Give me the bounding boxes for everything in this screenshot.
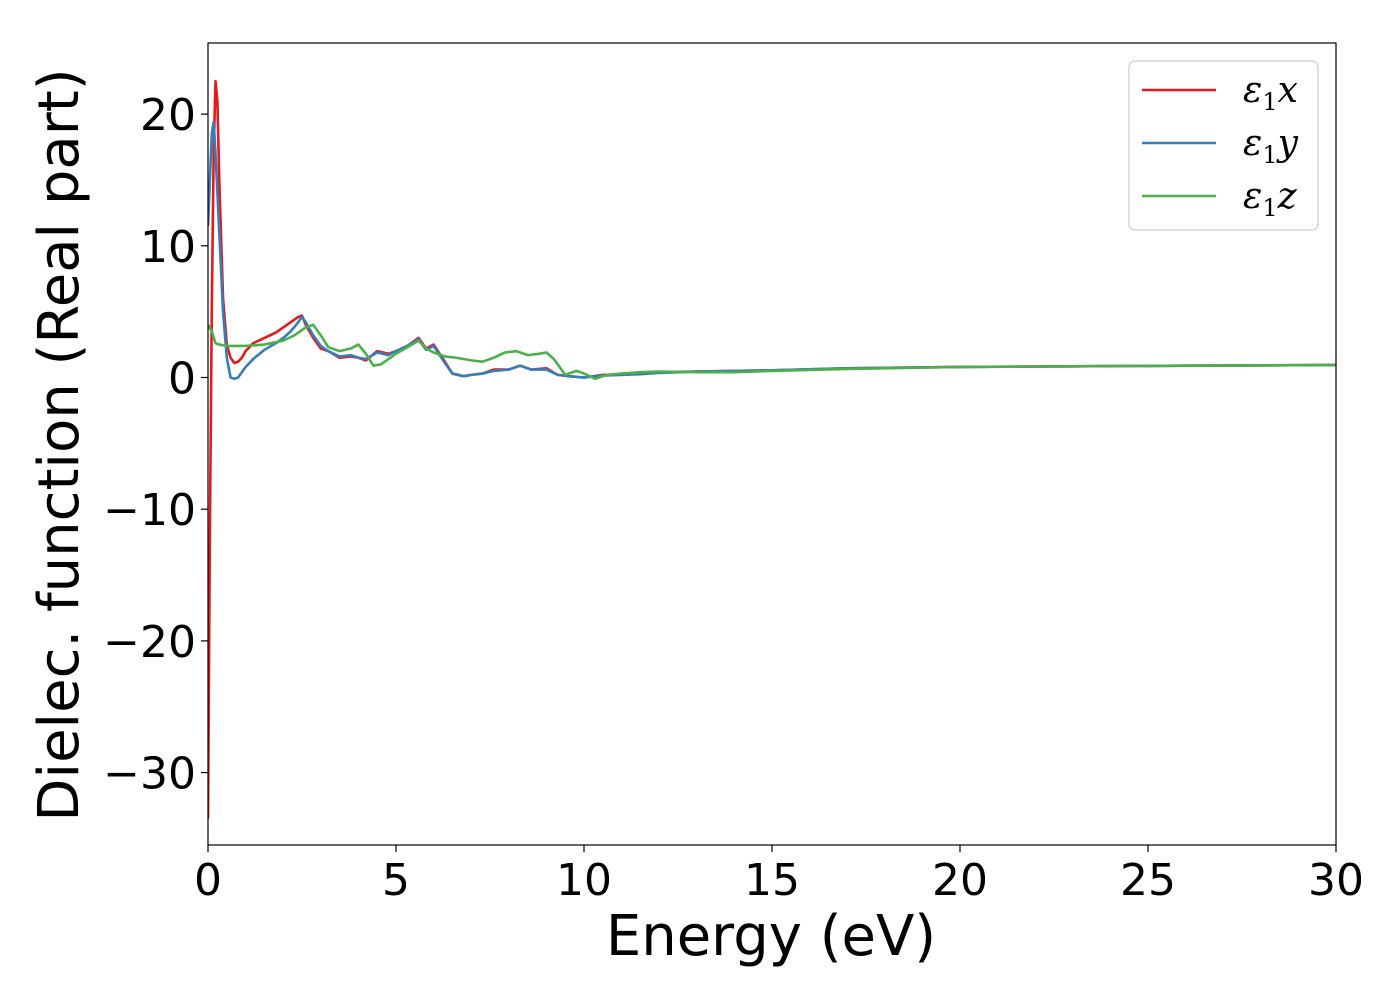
x-tick-label: 10 — [556, 855, 612, 906]
y-axis-ticks: −30 −20 −10 0 10 20 — [103, 90, 208, 800]
x-tick-label: 20 — [932, 855, 988, 906]
y-tick-label: 0 — [168, 353, 196, 404]
legend-label-z: ε1z — [1243, 176, 1298, 222]
x-tick-label: 0 — [194, 855, 222, 906]
x-axis-ticks: 0 5 10 15 20 25 30 — [194, 845, 1364, 906]
y-tick-label: 20 — [140, 90, 196, 141]
y-tick-label: −20 — [103, 617, 196, 668]
legend: ε1x ε1y ε1z — [1128, 60, 1319, 231]
legend-box — [1128, 60, 1319, 231]
x-tick-label: 15 — [744, 855, 800, 906]
x-tick-label: 30 — [1308, 855, 1364, 906]
x-tick-label: 5 — [382, 855, 410, 906]
legend-label-x: ε1x — [1243, 70, 1298, 116]
legend-label-y: ε1y — [1243, 123, 1299, 169]
x-tick-label: 25 — [1120, 855, 1176, 906]
series-lines — [208, 79, 1336, 819]
y-tick-label: −10 — [103, 485, 196, 536]
y-axis-label: Dielec. function (Real part) — [27, 68, 92, 821]
y-tick-label: 10 — [140, 222, 196, 273]
plot-area — [207, 42, 1337, 846]
y-tick-label: −30 — [103, 749, 196, 800]
series-line-z — [208, 323, 1336, 381]
series-line-y — [208, 120, 1336, 381]
x-axis-label: Energy (eV) — [606, 904, 936, 969]
